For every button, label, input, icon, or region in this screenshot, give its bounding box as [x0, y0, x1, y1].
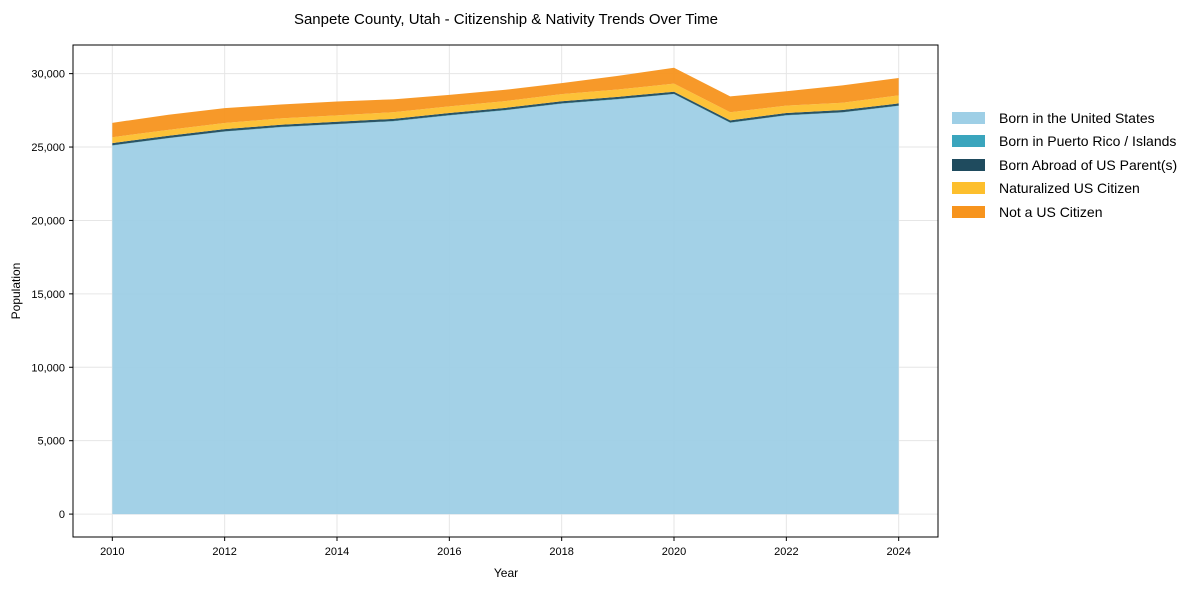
x-tick-label: 2016: [437, 546, 461, 558]
legend-item: Born in Puerto Rico / Islands: [952, 130, 1177, 154]
y-tick-label: 5,000: [37, 436, 65, 448]
chart-title: Sanpete County, Utah - Citizenship & Nat…: [294, 11, 718, 28]
legend-item: Not a US Citizen: [952, 200, 1177, 224]
y-tick-label: 0: [59, 509, 65, 521]
x-axis-label: Year: [494, 566, 518, 580]
legend-item: Born in the United States: [952, 106, 1177, 130]
y-tick-label: 25,000: [31, 142, 65, 154]
x-tick-label: 2018: [549, 546, 573, 558]
legend: Born in the United States Born in Puerto …: [952, 106, 1177, 224]
legend-label: Born in Puerto Rico / Islands: [999, 133, 1177, 150]
legend-item: Naturalized US Citizen: [952, 177, 1177, 201]
area-naturalized-us-citizen: [112, 83, 899, 144]
legend-swatch: [952, 135, 985, 148]
x-tick-label: 2010: [100, 546, 124, 558]
area-not-a-us-citizen: [112, 67, 899, 138]
legend-label: Naturalized US Citizen: [999, 180, 1140, 197]
x-tick-label: 2020: [662, 546, 686, 558]
x-tick-label: 2024: [886, 546, 910, 558]
x-tick-label: 2022: [774, 546, 798, 558]
legend-swatch: [952, 182, 985, 195]
x-tick-label: 2012: [212, 546, 236, 558]
y-tick-label: 15,000: [31, 289, 65, 301]
y-tick-label: 30,000: [31, 69, 65, 81]
y-tick-label: 20,000: [31, 215, 65, 227]
legend-swatch: [952, 111, 985, 124]
legend-swatch: [952, 205, 985, 218]
legend-label: Born in the United States: [999, 109, 1155, 126]
legend-item: Born Abroad of US Parent(s): [952, 153, 1177, 177]
y-axis-label: Population: [9, 263, 23, 320]
legend-label: Not a US Citizen: [999, 203, 1103, 220]
x-tick-label: 2014: [325, 546, 349, 558]
area-born-in-the-united-states: [112, 94, 899, 515]
legend-label: Born Abroad of US Parent(s): [999, 156, 1178, 173]
plot-frame: [72, 44, 939, 538]
legend-swatch: [952, 158, 985, 171]
y-tick-label: 10,000: [31, 362, 65, 374]
